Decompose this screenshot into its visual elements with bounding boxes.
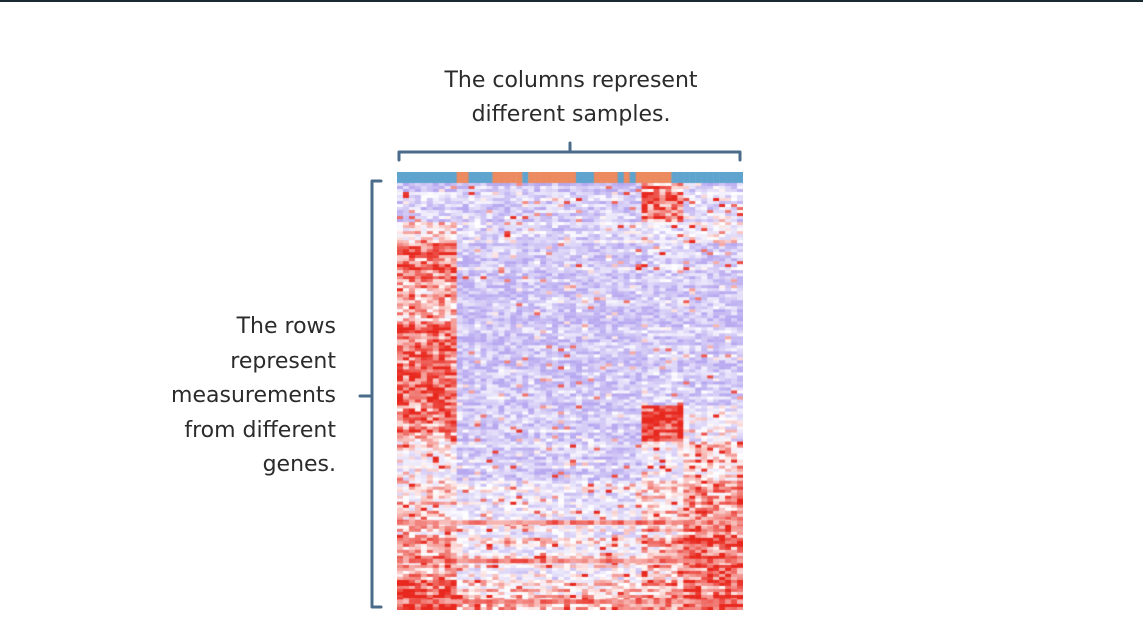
rows-caption-line-1: The rows <box>236 314 336 339</box>
columns-caption-line-1: The columns represent <box>444 68 698 93</box>
rows-bracket <box>358 179 383 609</box>
columns-caption-line-2: different samples. <box>471 102 671 127</box>
top-window-edge <box>0 0 1143 2</box>
rows-caption-line-4: from different <box>184 417 336 443</box>
rows-caption-line-5: genes. <box>262 452 336 477</box>
columns-bracket <box>397 141 742 162</box>
heatmap <box>397 172 743 610</box>
rows-caption-line-2: represent <box>230 348 336 374</box>
columns-caption: The columns represent different samples. <box>380 64 762 132</box>
rows-caption-line-3: measurements <box>171 383 336 408</box>
rows-caption: The rows represent measurements from dif… <box>120 310 336 483</box>
